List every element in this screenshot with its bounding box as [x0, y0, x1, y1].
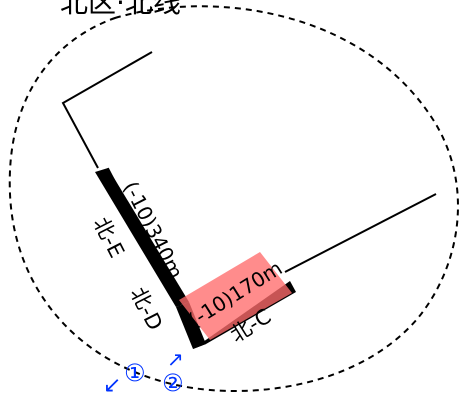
highlight-box: [179, 252, 292, 340]
marker-one: ①: [124, 359, 146, 387]
marker-two: ②: [162, 369, 184, 397]
marker-arrow-up: ↗: [167, 347, 184, 371]
north-e-label: 北-E: [89, 213, 129, 261]
outer-line-right: [284, 193, 437, 273]
north-d-label: 北-D: [126, 283, 168, 334]
left-thin-edge: [107, 167, 201, 346]
marker-arrow-left: ↙: [103, 373, 121, 398]
title-text: 北区·北线: [60, 0, 181, 19]
outer-line-upper-left: [61, 51, 153, 169]
north-e-road-segment: [95, 168, 189, 307]
